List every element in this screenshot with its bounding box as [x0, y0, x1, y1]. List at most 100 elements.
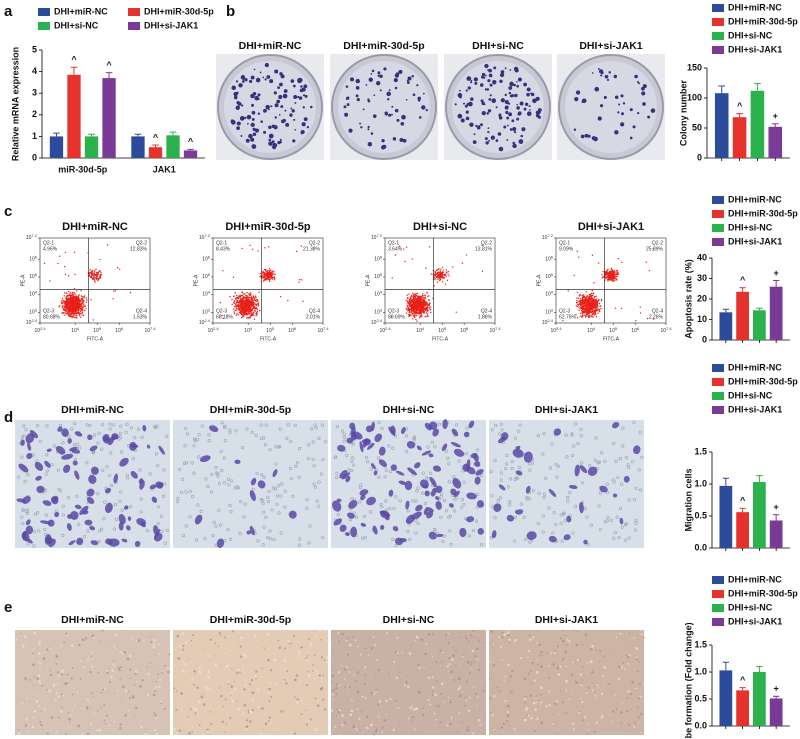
colony: [510, 128, 513, 131]
tube-speckle: [195, 708, 198, 711]
tube-speckle: [306, 723, 308, 725]
tube-speckle: [192, 634, 194, 636]
event-dot: [608, 272, 609, 273]
event-dot: [253, 312, 254, 313]
colony: [284, 110, 286, 112]
event-dot: [70, 295, 71, 296]
colony: [642, 102, 646, 106]
event-dot: [245, 297, 246, 298]
tube-speckle: [72, 667, 74, 669]
colony: [466, 117, 470, 121]
tube-speckle: [54, 698, 56, 700]
tube-speckle: [29, 679, 31, 681]
colony: [251, 104, 254, 107]
tube-speckle: [103, 720, 105, 722]
tube-speckle: [198, 667, 200, 669]
flow-title: DHI+si-JAK1: [578, 221, 644, 233]
tube-speckle: [128, 691, 129, 692]
event-dot: [70, 292, 71, 293]
event-dot: [237, 314, 238, 315]
event-dot: [579, 308, 580, 309]
event-dot: [77, 303, 78, 304]
tube-speckle: [320, 688, 323, 691]
tube-speckle: [28, 725, 29, 726]
event-dot: [72, 308, 73, 309]
tube-speckle: [44, 708, 46, 710]
colony: [260, 71, 262, 73]
event-dot: [594, 300, 595, 301]
event-dot: [590, 312, 591, 313]
tube-speckle: [234, 688, 236, 690]
event-dot: [586, 300, 587, 301]
event-dot: [298, 281, 299, 282]
event-dot: [69, 316, 70, 317]
event-dot: [260, 273, 261, 274]
colony: [608, 71, 610, 73]
event-dot: [446, 271, 447, 272]
event-dot: [242, 310, 243, 311]
event-dot: [586, 310, 587, 311]
event-dot: [412, 258, 413, 259]
tube-speckle: [284, 647, 286, 649]
colony: [474, 82, 477, 85]
event-dot: [614, 280, 615, 281]
event-dot: [578, 310, 579, 311]
tube-speckle: [315, 635, 317, 637]
flow-x-tick-label: 105: [609, 326, 618, 334]
event-dot: [592, 314, 593, 315]
event-dot: [576, 300, 577, 301]
event-dot: [72, 304, 73, 305]
tube-speckle: [32, 664, 35, 667]
event-dot: [257, 250, 258, 251]
colony: [303, 106, 305, 108]
flow-title: DHI+si-NC: [413, 221, 467, 233]
event-dot: [250, 299, 251, 300]
tick-exponent: 4: [77, 326, 80, 331]
colony: [281, 74, 285, 78]
event-dot: [236, 315, 237, 316]
event-dot: [96, 279, 97, 280]
colony: [607, 79, 609, 81]
tube-speckle: [110, 734, 111, 735]
tube-speckle: [97, 710, 98, 711]
colony: [247, 123, 249, 125]
quadrant-value: 62.76%: [559, 314, 577, 320]
event-dot: [95, 269, 96, 270]
colony: [238, 83, 242, 87]
colony: [536, 114, 540, 118]
image-title: DHI+si-JAK1: [579, 40, 642, 52]
tube-speckle: [223, 706, 224, 707]
tube-speckle: [56, 692, 58, 694]
event-dot: [270, 274, 271, 275]
colony: [356, 79, 360, 83]
event-dot: [268, 246, 269, 247]
event-dot: [591, 295, 592, 296]
event-dot: [580, 305, 581, 306]
tube-speckle: [324, 659, 326, 661]
tube-speckle: [229, 706, 230, 707]
tube-speckle: [38, 641, 41, 644]
tube-speckle: [65, 633, 67, 635]
event-dot: [246, 303, 247, 304]
flow-y-tick-label: 102.4: [26, 318, 38, 326]
tube-speckle: [30, 688, 31, 689]
tube-speckle: [201, 696, 204, 699]
event-dot: [66, 307, 67, 308]
event-dot: [424, 294, 425, 295]
colony: [266, 75, 270, 79]
colony: [401, 115, 406, 120]
tube-speckle: [156, 733, 158, 735]
event-dot: [253, 314, 254, 315]
event-dot: [67, 295, 68, 296]
event-dot: [237, 297, 238, 298]
colony: [604, 96, 607, 99]
flow-y-tick-label: 105: [545, 272, 554, 280]
tube-speckle: [182, 645, 184, 647]
tube-speckle: [137, 639, 140, 642]
event-dot: [422, 302, 423, 303]
event-dot: [76, 302, 77, 303]
event-dot: [241, 291, 242, 292]
colony: [459, 90, 461, 92]
colony: [488, 98, 491, 101]
tube-speckle: [26, 698, 28, 700]
